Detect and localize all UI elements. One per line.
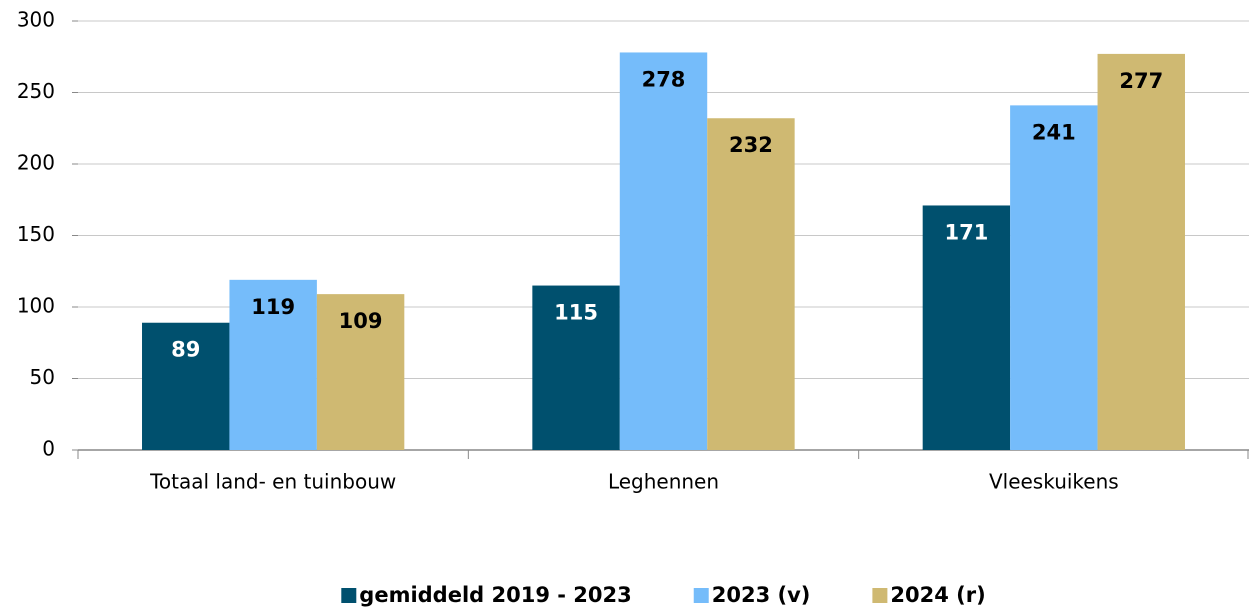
bar <box>229 279 317 450</box>
bar <box>142 322 230 450</box>
data-label: 89 <box>171 338 200 362</box>
data-label: 109 <box>339 309 383 333</box>
data-label: 171 <box>944 220 988 244</box>
legend-swatch <box>341 588 357 603</box>
bar <box>532 285 620 450</box>
legend: gemiddeld 2019 - 2023 2023 (v) 2024 (r) <box>341 583 986 607</box>
bar <box>707 118 795 451</box>
data-label: 115 <box>554 301 598 325</box>
legend-label: 2023 (v) <box>712 583 811 607</box>
y-tick-label: 200 <box>17 151 55 175</box>
bar <box>316 294 405 450</box>
bar <box>1097 53 1185 450</box>
data-label: 119 <box>251 295 295 319</box>
x-tick-label: Totaal land- en tuinbouw <box>149 470 396 494</box>
legend-label: gemiddeld 2019 - 2023 <box>359 583 631 607</box>
y-tick-label: 250 <box>17 79 55 103</box>
x-tick-label: Vleeskuikens <box>989 470 1119 494</box>
legend-label: 2024 (r) <box>890 583 985 607</box>
y-tick-label: 150 <box>17 222 55 246</box>
bar <box>922 205 1011 450</box>
bar <box>619 52 708 451</box>
data-label: 241 <box>1032 120 1076 144</box>
y-tick-label: 100 <box>17 294 55 318</box>
y-tick-label: 50 <box>30 365 55 389</box>
bar <box>1010 105 1098 451</box>
data-label: 278 <box>642 67 686 91</box>
data-label: 277 <box>1119 69 1163 93</box>
y-tick-label: 300 <box>17 8 55 32</box>
x-tick-label: Leghennen <box>608 470 719 494</box>
legend-swatch <box>872 588 888 603</box>
data-label: 232 <box>729 133 773 157</box>
y-tick-label: 0 <box>42 437 55 461</box>
legend-swatch <box>693 588 709 603</box>
